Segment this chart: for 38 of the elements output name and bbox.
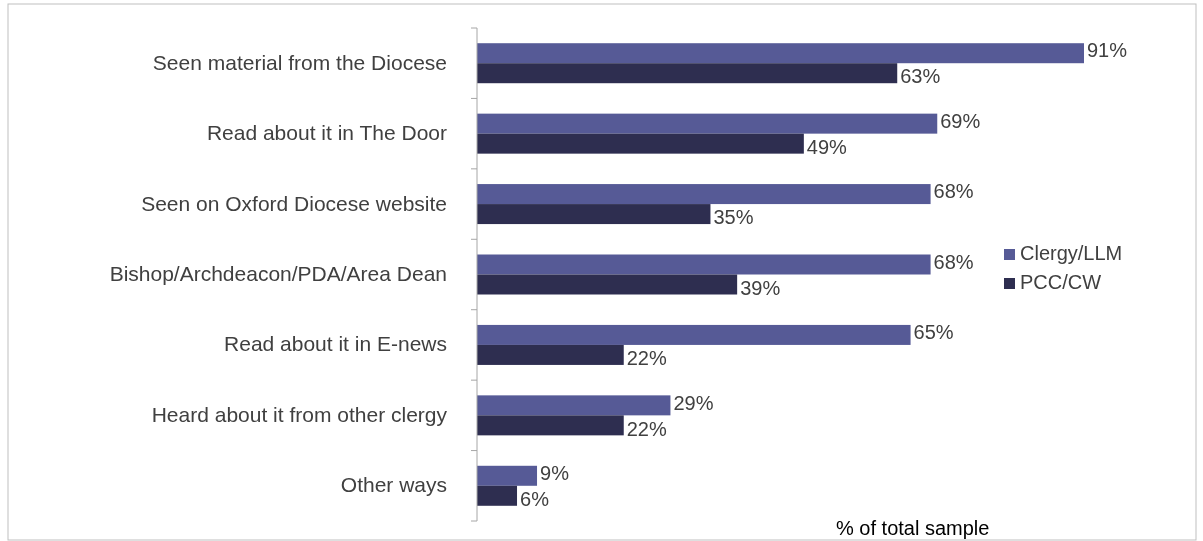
- legend-label: Clergy/LLM: [1020, 242, 1123, 265]
- y-tick-label: Read about it in E-news: [224, 332, 447, 356]
- bar: [477, 113, 938, 134]
- data-label: 9%: [540, 462, 570, 485]
- bar: [477, 465, 538, 486]
- bar: [477, 204, 711, 225]
- data-label: 35%: [713, 206, 754, 229]
- data-label: 63%: [900, 65, 941, 88]
- data-label: 68%: [933, 250, 974, 273]
- data-label: 49%: [806, 135, 848, 158]
- bar: [477, 344, 624, 365]
- data-label: 91%: [1087, 39, 1128, 62]
- data-label: 69%: [940, 109, 981, 132]
- data-label: 6%: [520, 488, 550, 511]
- data-label: 22%: [626, 347, 667, 370]
- bar: [477, 274, 738, 295]
- bar: [477, 485, 518, 506]
- data-label: 29%: [673, 391, 714, 414]
- bar: [477, 184, 931, 205]
- data-label: 65%: [913, 321, 954, 344]
- bar: [477, 395, 671, 416]
- bar: [477, 133, 804, 154]
- data-label: 68%: [933, 180, 974, 203]
- bar: [477, 43, 1084, 64]
- y-tick-label: Heard about it from other clergy: [151, 402, 448, 426]
- bar: [477, 415, 624, 436]
- bar: [477, 324, 911, 345]
- y-tick-label: Read about it in The Door: [206, 121, 447, 145]
- legend-label: PCC/CW: [1020, 271, 1102, 294]
- annotation: % of total sample: [836, 517, 990, 539]
- data-label: 39%: [740, 276, 781, 299]
- y-tick-label: Seen material from the Diocese: [152, 50, 447, 74]
- y-tick-label: Bishop/Archdeacon/PDA/Area Dean: [109, 262, 447, 286]
- data-label: 22%: [626, 417, 667, 440]
- bar: [477, 63, 898, 84]
- y-tick-label: Other ways: [340, 473, 447, 497]
- y-tick-label: Seen on Oxford Diocese website: [141, 191, 447, 215]
- bar: [477, 254, 931, 275]
